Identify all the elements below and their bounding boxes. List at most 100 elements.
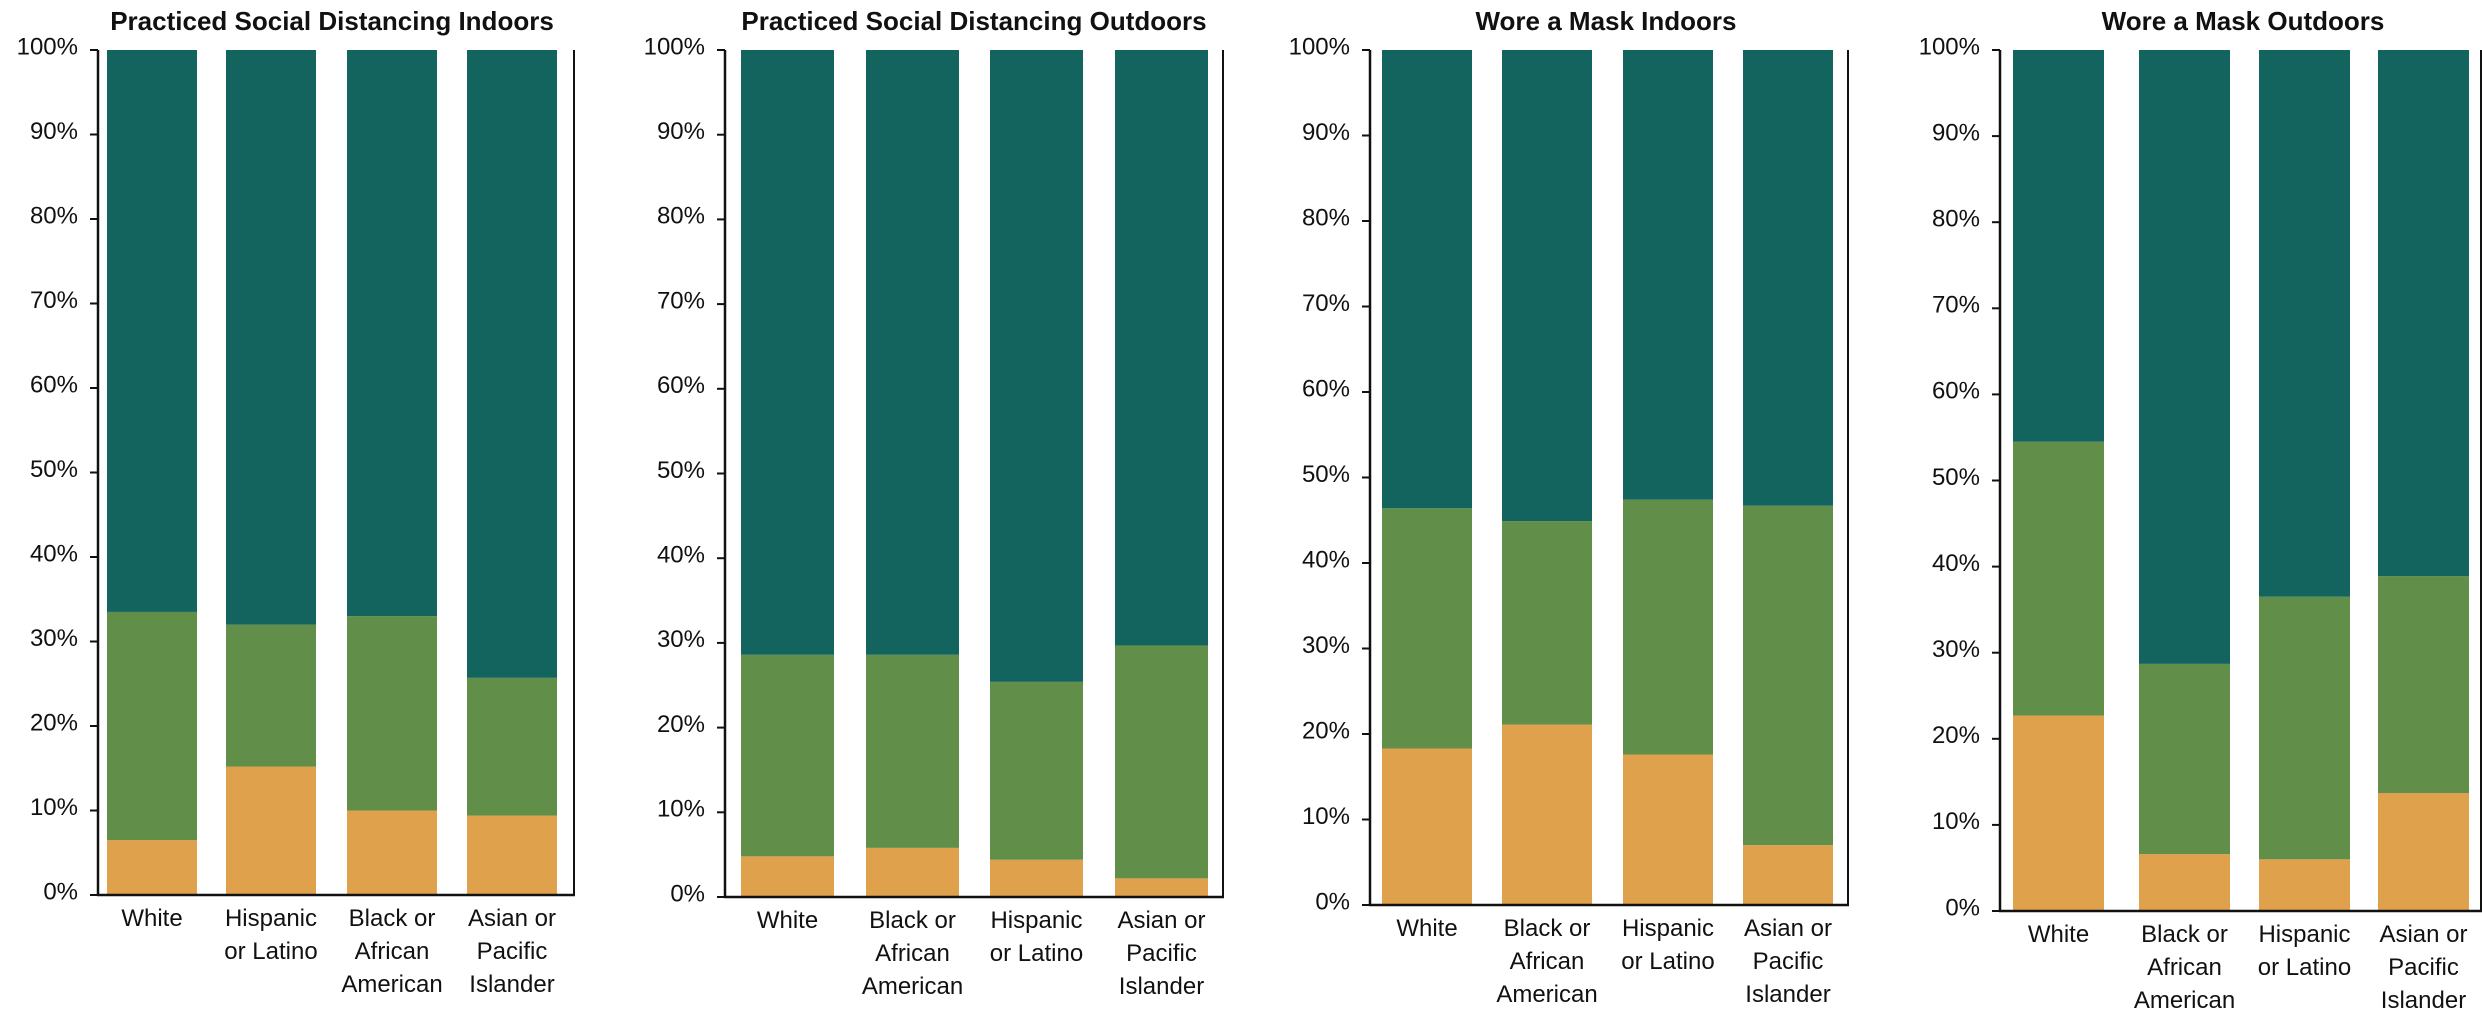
x-category-label-line: Hispanic [225,905,317,932]
y-tick-label: 70% [30,287,78,314]
bar-segment-top [467,50,557,678]
x-category-label: Hispanic or Latino [224,905,317,965]
x-category-label-line: or Latino [224,938,317,965]
y-tick-label: 0% [670,880,705,907]
bar-segment-top [990,50,1083,682]
y-tick-label: 100% [17,33,78,60]
y-tick-label: 70% [1932,292,1980,319]
y-tick-label: 0% [1945,894,1980,921]
x-category-label: White [1396,915,1457,942]
bar-segment-middle [866,654,959,848]
x-category-label-line: White [121,905,182,932]
x-category-label-line: or Latino [2258,954,2351,981]
x-category-label-line: Asian or [2379,921,2467,948]
bar-segment-bottom [2013,715,2104,911]
x-category-label-line: Hispanic [1622,915,1714,942]
y-tick-label: 60% [1932,378,1980,405]
x-category-label-line: Pacific [2388,954,2459,981]
y-tick-label: 80% [1302,204,1350,231]
bar-segment-top [741,50,834,655]
bar-segment-bottom [741,856,834,897]
bar-segment-top [2139,50,2230,664]
y-tick-label: 90% [1932,119,1980,146]
bar-segment-bottom [2259,859,2350,911]
y-tick-label: 90% [657,118,705,145]
y-tick-label: 40% [1932,550,1980,577]
x-category-label-line: White [2028,921,2089,948]
x-category-label: Hispanic or Latino [990,907,1083,967]
x-category-label-line: Pacific [477,938,548,965]
y-tick-label: 70% [657,287,705,314]
y-tick-label: 10% [30,794,78,821]
y-tick-label: 30% [657,626,705,653]
bar-segment-top [1382,50,1472,509]
y-tick-label: 100% [1919,33,1980,60]
bar-segment-bottom [226,766,316,895]
y-tick-label: 20% [657,711,705,738]
bar-segment-middle [107,611,197,841]
x-category-label: Hispanic or Latino [1621,915,1714,975]
x-category-label: Black or African American [1496,915,1597,1008]
bar-segment-bottom [1502,724,1592,905]
chart-panel-3: Wore a Mask Indoors 0% 10% 20% 30% 40% 50% 60% 7… [1289,6,1849,1008]
bar-segment-top [2378,50,2469,577]
x-category-label: Asian or Pacific Islander [1117,907,1205,1000]
x-category-label-line: or Latino [1621,948,1714,975]
bar-segment-top [107,50,197,612]
x-category-label-line: Islander [1119,973,1204,1000]
y-tick-label: 80% [1932,206,1980,233]
y-tick-label: 0% [43,878,78,905]
bar-segment-middle [1115,645,1208,879]
y-tick-label: 30% [30,625,78,652]
x-category-label-line: African [1510,948,1585,975]
x-category-label-line: or Latino [990,940,1083,967]
x-category-label-line: Islander [469,971,554,998]
y-tick-label: 80% [657,203,705,230]
bar-segment-top [866,50,959,655]
y-tick-label: 10% [1932,808,1980,835]
x-category-label-line: African [2147,954,2222,981]
x-category-label-line: Black or [869,907,956,934]
bar-segment-bottom [1382,748,1472,905]
bar-segment-middle [2259,596,2350,860]
x-category-label-line: American [341,971,442,998]
y-tick-label: 50% [30,456,78,483]
x-category-label-line: Asian or [468,905,556,932]
bar-segment-bottom [1115,878,1208,897]
x-category-label: Black or African American [862,907,963,1000]
bar-segment-top [2259,50,2350,597]
bar-segment-bottom [866,847,959,897]
chart-panel-1: Practiced Social Distancing Indoors 0% 10%… [17,6,575,998]
chart-panel-4: Wore a Mask Outdoors 0% 10% 20% 30% 40% 50% 60%… [1919,6,2482,1013]
bar-segment-middle [990,681,1083,860]
x-category-label: Asian or Pacific Islander [1744,915,1832,1008]
bar-segment-middle [467,677,557,816]
x-category-label-line: Black or [1504,915,1591,942]
bar-segment-bottom [1743,845,1833,905]
chart-title: Wore a Mask Outdoors [2102,6,2385,36]
x-category-label-line: Pacific [1753,948,1824,975]
bar-segment-bottom [467,815,557,895]
y-tick-label: 20% [30,709,78,736]
chart-title: Wore a Mask Indoors [1475,6,1736,36]
y-tick-label: 50% [657,457,705,484]
x-category-label-line: Islander [1745,981,1830,1008]
bar-segment-bottom [1623,754,1713,905]
bar-segment-middle [347,616,437,811]
bar-segment-middle [2013,441,2104,716]
bar-segment-top [1743,50,1833,506]
bar-segment-bottom [2139,854,2230,911]
x-category-label-line: White [757,907,818,934]
bar-segment-middle [1502,521,1592,725]
x-category-label-line: Asian or [1744,915,1832,942]
y-tick-label: 90% [1302,119,1350,146]
y-tick-label: 60% [1302,375,1350,402]
x-category-label-line: Hispanic [990,907,1082,934]
bar-segment-bottom [990,859,1083,897]
y-tick-label: 70% [1302,290,1350,317]
bar-segment-top [1623,50,1713,500]
bar-segment-top [2013,50,2104,442]
x-category-label: White [2028,921,2089,948]
